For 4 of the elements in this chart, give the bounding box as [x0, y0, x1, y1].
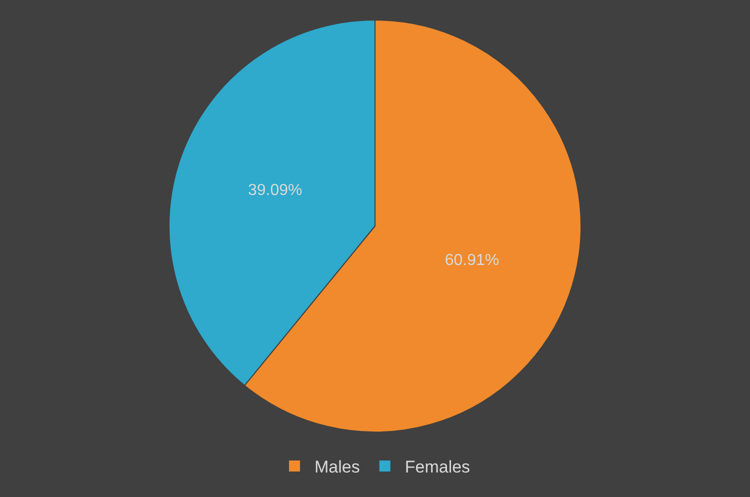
data-label: 39.09% [248, 182, 302, 199]
legend-label: Females [404, 458, 470, 477]
data-label: 60.91% [444, 252, 500, 270]
legend-label: Males [314, 458, 360, 477]
